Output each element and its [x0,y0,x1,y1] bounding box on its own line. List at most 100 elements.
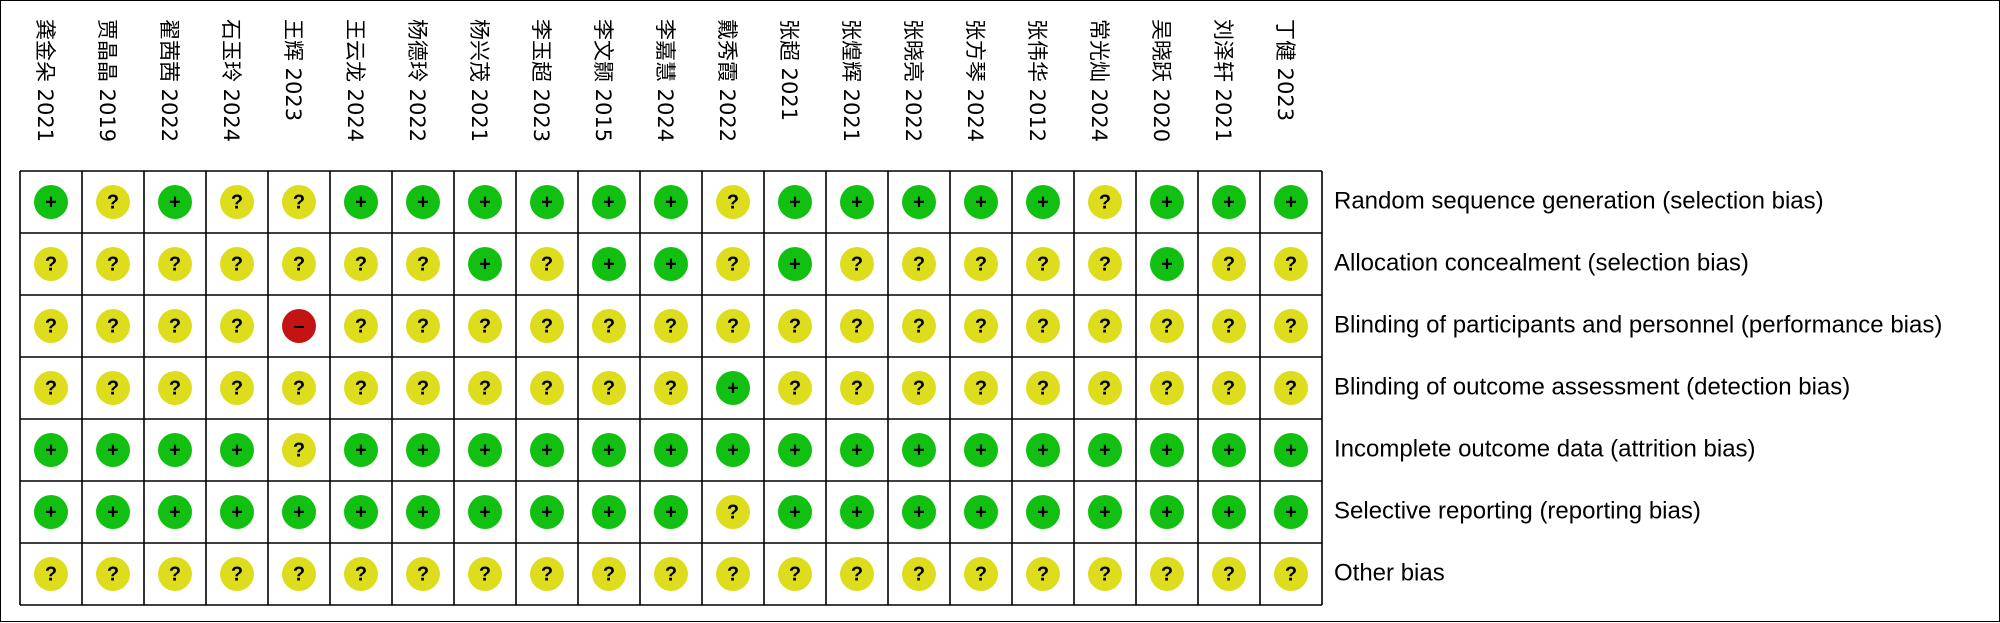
unclear-risk-circle [282,247,316,281]
low-risk-symbol: + [1099,501,1111,523]
judgement-cells: +? +?? + + + + + +? + + + + +? + + +??????? +? + +? +????? +… [34,185,1308,591]
low-risk-symbol: + [355,501,367,523]
unclear-risk-circle [282,185,316,219]
low-risk-symbol: + [1285,439,1297,461]
unclear-risk-circle [34,557,68,591]
judgement-low-mark: + [220,495,254,529]
low-risk-symbol: + [479,501,491,523]
unclear-risk-circle [34,247,68,281]
study-label: 王辉 2023 [281,19,305,121]
unclear-risk-circle [530,247,564,281]
judgement-low-mark: + [1150,185,1184,219]
judgement-unclear-mark: ? [1088,309,1122,343]
domain-label: Blinding of outcome assessment (detectio… [1334,373,1850,400]
study-label: 李嘉慧 2024 [653,19,677,142]
low-risk-circle [34,433,68,467]
unclear-risk-symbol: ? [1285,315,1297,337]
study-label: 贾晶晶 2019 [95,19,119,142]
unclear-risk-circle [1026,247,1060,281]
judgement-unclear-mark: ? [1026,371,1060,405]
unclear-risk-circle [530,309,564,343]
unclear-risk-symbol: ? [107,191,119,213]
judgement-low-mark: + [778,185,812,219]
low-risk-circle [158,185,192,219]
low-risk-circle [96,433,130,467]
judgement-unclear-mark: ? [530,371,564,405]
judgement-low-mark: + [1212,433,1246,467]
judgement-unclear-mark: ? [716,495,750,529]
low-risk-symbol: + [479,439,491,461]
low-risk-circle [840,185,874,219]
unclear-risk-circle [1026,309,1060,343]
low-risk-circle [530,433,564,467]
low-risk-symbol: + [1161,501,1173,523]
low-risk-symbol: + [1285,191,1297,213]
unclear-risk-circle [1212,309,1246,343]
low-risk-circle [406,185,440,219]
unclear-risk-circle [1088,247,1122,281]
unclear-risk-circle [778,371,812,405]
study-label: 张超 2021 [777,19,801,121]
judgement-unclear-mark: ? [902,371,936,405]
judgement-low-mark: + [344,495,378,529]
low-risk-circle [1212,185,1246,219]
low-risk-circle [716,371,750,405]
judgement-unclear-mark: ? [654,557,688,591]
judgement-unclear-mark: ? [220,557,254,591]
domain-label: Other bias [1334,559,1445,586]
unclear-risk-symbol: ? [417,377,429,399]
unclear-risk-symbol: ? [169,563,181,585]
judgement-unclear-mark: ? [778,557,812,591]
low-risk-circle [902,185,936,219]
unclear-risk-symbol: ? [45,315,57,337]
judgement-low-mark: + [1088,433,1122,467]
low-risk-symbol: + [851,191,863,213]
judgement-low-mark: + [1212,185,1246,219]
judgement-low-mark: + [654,495,688,529]
unclear-risk-symbol: ? [45,377,57,399]
low-risk-circle [840,495,874,529]
judgement-unclear-mark: ? [1212,247,1246,281]
low-risk-symbol: + [107,501,119,523]
low-risk-symbol: + [603,253,615,275]
low-risk-circle [1026,185,1060,219]
domain-label: Random sequence generation (selection bi… [1334,187,1824,214]
judgement-low-mark: + [34,185,68,219]
unclear-risk-symbol: ? [293,439,305,461]
judgement-low-mark: + [282,495,316,529]
judgement-unclear-mark: ? [220,371,254,405]
low-risk-circle [1274,495,1308,529]
unclear-risk-symbol: ? [45,253,57,275]
low-risk-circle [964,495,998,529]
unclear-risk-symbol: ? [603,377,615,399]
judgement-low-mark: + [840,495,874,529]
low-risk-circle [592,433,626,467]
low-risk-circle [778,185,812,219]
judgement-unclear-mark: ? [1088,557,1122,591]
judgement-unclear-mark: ? [96,247,130,281]
unclear-risk-circle [1212,247,1246,281]
judgement-unclear-mark: ? [530,557,564,591]
study-label: 杨德玲 2022 [405,19,429,142]
unclear-risk-symbol: ? [975,315,987,337]
unclear-risk-circle [778,557,812,591]
judgement-unclear-mark: ? [34,371,68,405]
judgement-unclear-mark: ? [530,247,564,281]
low-risk-symbol: + [727,439,739,461]
judgement-low-mark: + [158,495,192,529]
unclear-risk-symbol: ? [1037,377,1049,399]
judgement-unclear-mark: ? [158,309,192,343]
judgement-unclear-mark: ? [592,309,626,343]
unclear-risk-circle [840,371,874,405]
study-label: 张方琴 2024 [963,19,987,142]
study-label: 龚金朵 2021 [33,19,57,142]
unclear-risk-symbol: ? [541,377,553,399]
unclear-risk-circle [1274,309,1308,343]
unclear-risk-circle [1088,309,1122,343]
low-risk-symbol: + [231,439,243,461]
judgement-low-mark: + [592,495,626,529]
unclear-risk-symbol: ? [169,253,181,275]
low-risk-symbol: + [479,253,491,275]
unclear-risk-symbol: ? [727,315,739,337]
